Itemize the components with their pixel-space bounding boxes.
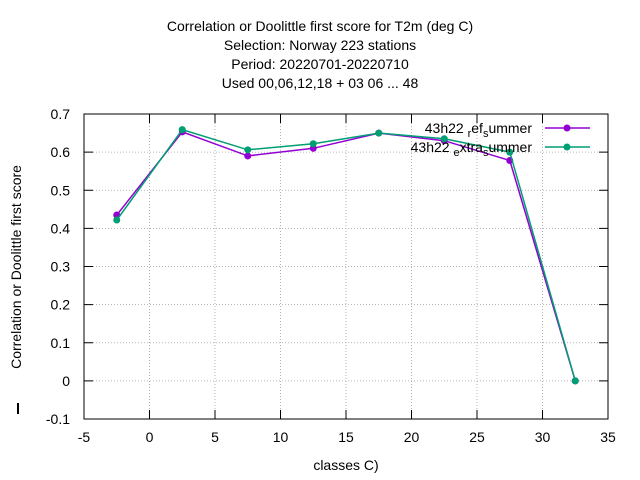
x-tick-label: 30 <box>535 429 551 445</box>
data-point <box>571 377 579 385</box>
legend-text-part: s <box>483 128 489 140</box>
y-tick-label: -0.1 <box>46 411 70 427</box>
series-line <box>116 131 577 382</box>
x-axis-label: classes C) <box>313 457 378 473</box>
x-tick-label: 10 <box>273 429 289 445</box>
legend-text-part: ummer <box>488 139 532 155</box>
data-point <box>113 216 121 224</box>
legend-text-part: 43h22 <box>425 120 468 136</box>
grid <box>84 114 608 419</box>
x-tick-label: 5 <box>211 429 219 445</box>
legend-swatch-marker <box>563 143 571 151</box>
data-point <box>244 152 252 160</box>
legend-label: 43h22 extrasummer <box>411 139 533 159</box>
data-point <box>178 126 186 134</box>
x-tick-label: 25 <box>469 429 485 445</box>
title-line-1: Correlation or Doolittle first score for… <box>166 18 474 34</box>
y-tick-label: 0.7 <box>51 106 71 122</box>
x-tick-label: -5 <box>78 429 91 445</box>
data-point <box>309 140 317 148</box>
series-line <box>116 128 577 382</box>
y-tick-label: 0.5 <box>51 182 71 198</box>
legend-text-part: ummer <box>488 120 532 136</box>
x-tick-label: 20 <box>404 429 420 445</box>
legend-text-part: s <box>483 147 489 159</box>
legend-text-part: xtra <box>460 139 484 155</box>
y-tick-label: 0.6 <box>51 144 71 160</box>
y-tick-label: 0.1 <box>51 335 71 351</box>
data-point <box>440 135 448 143</box>
data-point <box>506 148 514 156</box>
chart-title: Correlation or Doolittle first score for… <box>0 17 640 93</box>
y-tick-label: 0 <box>62 373 70 389</box>
legend-text-part: ef <box>471 120 483 136</box>
series-2 <box>113 126 579 385</box>
legend-text-part: r <box>468 128 472 140</box>
y-tick-label: 0.3 <box>51 259 71 275</box>
axis-ticks: -5 0 5 10 15 20 25 30 35 -0.1 0 0.1 0.2 0.3 0.4 0.5 0.6 0… <box>46 106 616 445</box>
title-line-3: Period: 20220701-20220710 <box>231 56 409 72</box>
series-group <box>113 126 579 385</box>
legend-text-part: e <box>453 147 459 159</box>
x-tick-label: 35 <box>600 429 616 445</box>
title-line-4: Used 00,06,12,18 + 03 06 ... 48 <box>221 75 419 91</box>
data-point <box>375 129 383 137</box>
legend-label: 43h22 refsummer <box>425 120 533 140</box>
legend-swatch-marker <box>563 124 571 132</box>
x-tick-label: 15 <box>338 429 354 445</box>
x-tick-label: 0 <box>146 429 154 445</box>
y-tick-label: 0.2 <box>51 297 71 313</box>
legend-text-part: 43h22 <box>411 139 454 155</box>
y-tick-label: 0.4 <box>51 220 71 236</box>
data-point <box>244 146 252 154</box>
y-axis-label: Correlation or Doolittle first score <box>8 165 24 369</box>
title-line-2: Selection: Norway 223 stations <box>223 37 417 53</box>
